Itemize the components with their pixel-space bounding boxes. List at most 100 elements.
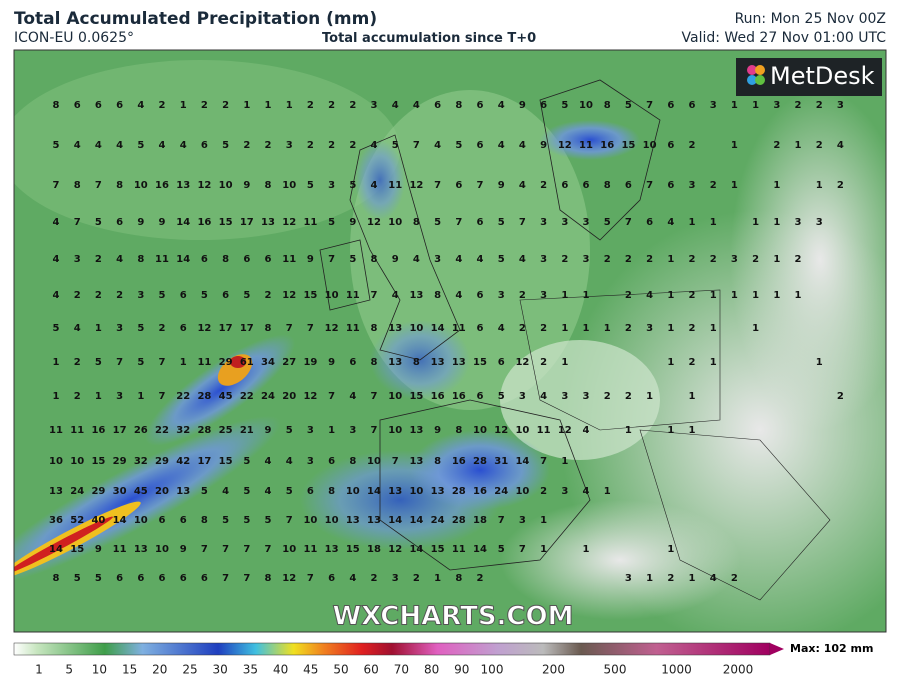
grid-value: 14 [515, 456, 529, 467]
grid-value: 6 [137, 573, 144, 584]
grid-value: 6 [667, 140, 674, 151]
grid-value: 12 [558, 425, 572, 436]
grid-value: 1 [689, 391, 696, 402]
grid-value: 7 [201, 544, 208, 555]
grid-value: 2 [837, 391, 844, 402]
grid-value: 10 [409, 323, 423, 334]
grid-value: 1 [752, 100, 759, 111]
title: Total Accumulated Precipitation (mm) [14, 9, 378, 29]
grid-value: 1 [667, 425, 674, 436]
grid-value: 10 [134, 180, 148, 191]
grid-value: 13 [325, 544, 339, 555]
grid-value: 2 [667, 573, 674, 584]
grid-value: 16 [452, 456, 466, 467]
grid-value: 3 [540, 217, 547, 228]
grid-value: 6 [201, 140, 208, 151]
grid-value: 1 [773, 180, 780, 191]
grid-value: 10 [388, 217, 402, 228]
grid-value: 8 [137, 254, 144, 265]
grid-value: 10 [388, 391, 402, 402]
grid-value: 1 [604, 486, 611, 497]
grid-value: 7 [286, 323, 293, 334]
grid-value: 1 [561, 456, 568, 467]
grid-value: 10 [409, 486, 423, 497]
grid-value: 3 [795, 217, 802, 228]
grid-value: 14 [49, 544, 63, 555]
grid-value: 8 [413, 357, 420, 368]
grid-value: 10 [70, 456, 84, 467]
grid-value: 11 [197, 357, 211, 368]
grid-value: 4 [498, 140, 505, 151]
grid-value: 7 [159, 391, 166, 402]
grid-value: 9 [498, 180, 505, 191]
grid-value: 5 [349, 180, 356, 191]
colorbar [13, 642, 771, 656]
grid-value: 5 [201, 290, 208, 301]
grid-value: 9 [328, 357, 335, 368]
grid-value: 6 [159, 573, 166, 584]
grid-value: 1 [561, 290, 568, 301]
grid-value: 6 [180, 515, 187, 526]
grid-value: 20 [155, 486, 169, 497]
grid-value: 3 [583, 391, 590, 402]
grid-value: 16 [431, 391, 445, 402]
grid-value: 7 [53, 180, 60, 191]
grid-value: 5 [137, 140, 144, 151]
grid-value: 4 [95, 140, 102, 151]
grid-value: 13 [346, 515, 360, 526]
grid-value: 12 [282, 573, 296, 584]
grid-value: 5 [265, 515, 272, 526]
grid-value: 1 [265, 100, 272, 111]
grid-value: 8 [455, 425, 462, 436]
grid-value: 10 [219, 180, 233, 191]
grid-value: 1 [752, 323, 759, 334]
grid-value: 3 [540, 290, 547, 301]
grid-value: 1 [689, 573, 696, 584]
grid-value: 4 [498, 100, 505, 111]
grid-value: 8 [265, 323, 272, 334]
grid-value: 3 [710, 100, 717, 111]
grid-value: 4 [455, 290, 462, 301]
grid-value: 2 [95, 254, 102, 265]
grid-value: 6 [116, 217, 123, 228]
grid-value: 9 [159, 217, 166, 228]
grid-value: 4 [519, 180, 526, 191]
grid-value: 7 [243, 544, 250, 555]
grid-value: 3 [498, 290, 505, 301]
grid-value: 6 [455, 180, 462, 191]
grid-value: 2 [731, 573, 738, 584]
grid-value: 8 [265, 180, 272, 191]
grid-value: 11 [346, 323, 360, 334]
colorbar-tick-label: 90 [454, 663, 469, 677]
grid-value: 5 [53, 323, 60, 334]
grid-value: 2 [604, 254, 611, 265]
colorbar-tick-label: 25 [182, 663, 197, 677]
grid-value: 9 [519, 100, 526, 111]
grid-value: 7 [222, 573, 229, 584]
colorbar-tick-label: 100 [481, 663, 504, 677]
grid-value: 1 [731, 290, 738, 301]
grid-value: 2 [307, 100, 314, 111]
grid-value: 10 [303, 515, 317, 526]
grid-value: 5 [349, 254, 356, 265]
grid-value: 7 [328, 254, 335, 265]
grid-value: 11 [282, 254, 296, 265]
grid-value: 13 [409, 425, 423, 436]
grid-value: 18 [473, 515, 487, 526]
grid-value: 2 [689, 357, 696, 368]
grid-value: 12 [558, 140, 572, 151]
grid-value: 3 [561, 486, 568, 497]
grid-value: 9 [349, 217, 356, 228]
grid-value: 13 [261, 217, 275, 228]
grid-value: 45 [219, 391, 233, 402]
grid-value: 7 [116, 357, 123, 368]
grid-value: 6 [307, 486, 314, 497]
subtitle: Total accumulation since T+0 [322, 31, 537, 46]
colorbar-tick-label: 10 [92, 663, 107, 677]
grid-value: 2 [646, 254, 653, 265]
grid-value: 6 [540, 100, 547, 111]
grid-value: 2 [795, 100, 802, 111]
grid-value: 11 [49, 425, 63, 436]
colorbar-tick-label: 30 [213, 663, 228, 677]
grid-value: 5 [222, 140, 229, 151]
